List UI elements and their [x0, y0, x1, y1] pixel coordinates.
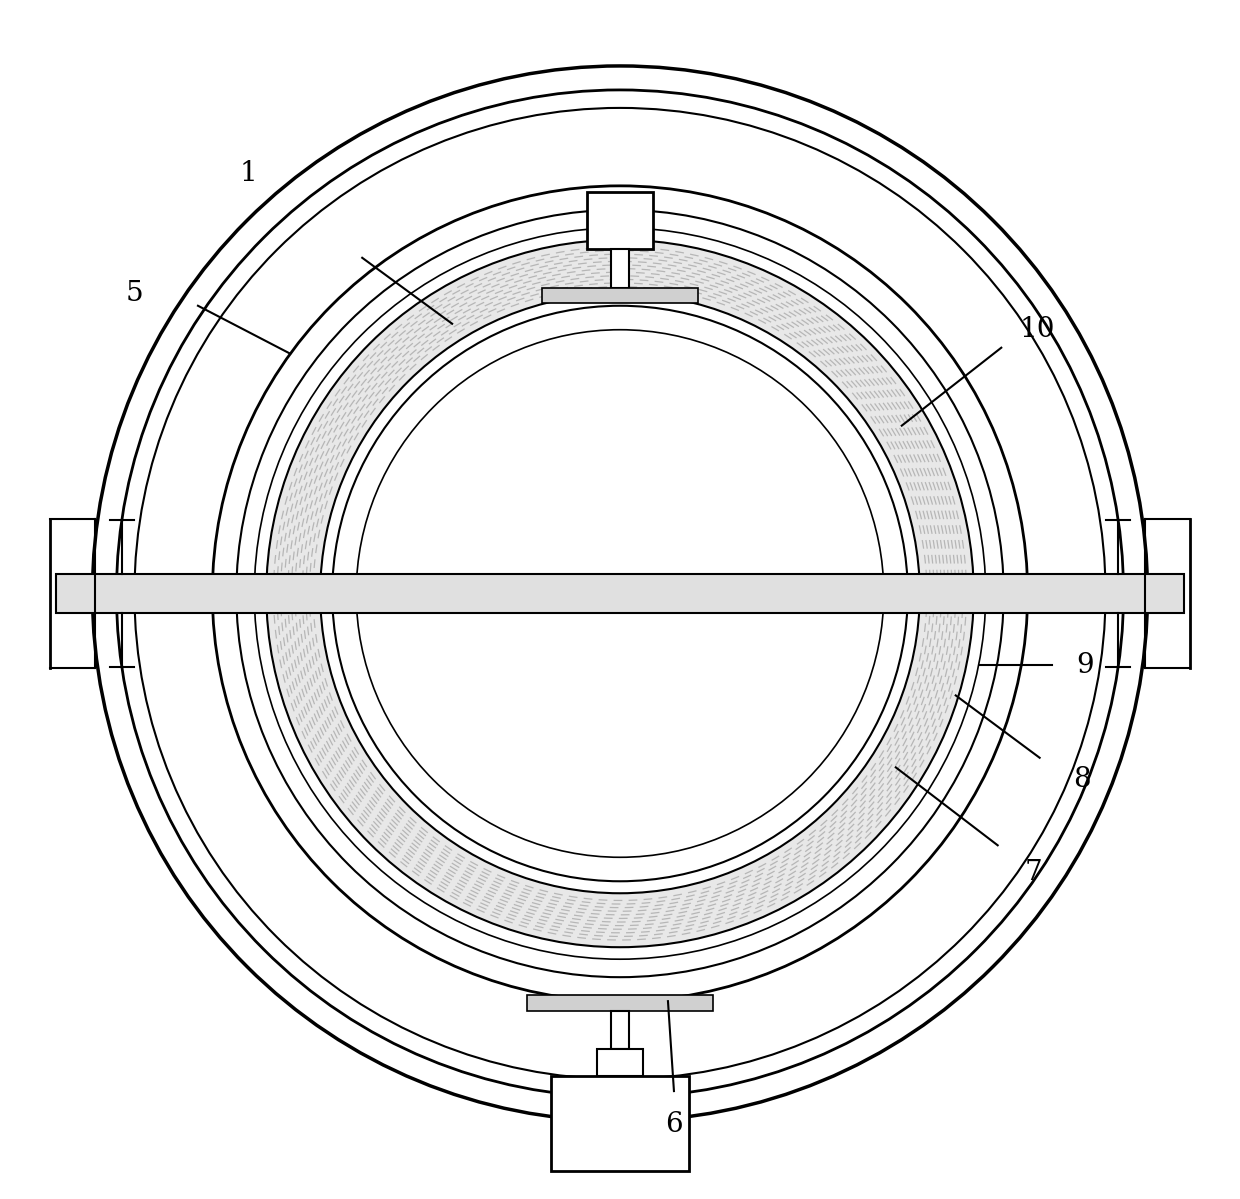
- Text: 7: 7: [1024, 860, 1043, 886]
- FancyBboxPatch shape: [527, 995, 713, 1011]
- FancyBboxPatch shape: [587, 192, 653, 249]
- Circle shape: [267, 240, 973, 947]
- FancyBboxPatch shape: [542, 288, 698, 303]
- Text: 9: 9: [1076, 652, 1094, 679]
- Text: 1: 1: [239, 161, 257, 187]
- Text: 5: 5: [125, 281, 143, 307]
- Text: 10: 10: [1019, 317, 1055, 343]
- Circle shape: [320, 294, 920, 893]
- Text: 6: 6: [665, 1111, 683, 1138]
- FancyBboxPatch shape: [598, 1049, 642, 1076]
- FancyBboxPatch shape: [611, 249, 629, 288]
- FancyBboxPatch shape: [611, 1011, 629, 1049]
- FancyBboxPatch shape: [551, 1076, 689, 1171]
- Text: 8: 8: [1073, 766, 1090, 793]
- FancyBboxPatch shape: [57, 574, 1183, 613]
